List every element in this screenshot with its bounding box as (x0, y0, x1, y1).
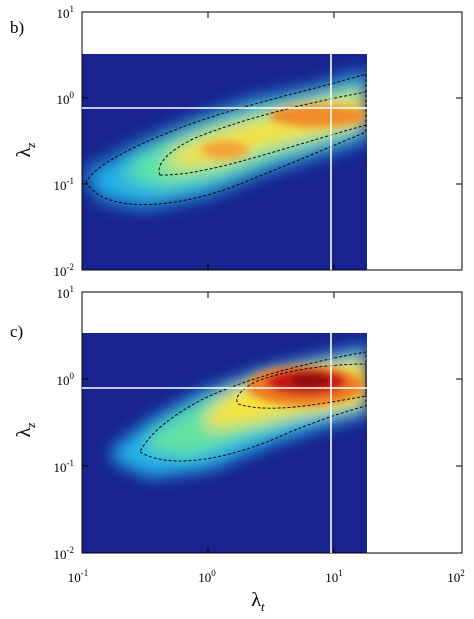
heatmap-b (82, 54, 367, 270)
panel-b: b) (10, 4, 463, 279)
contour-lines-b (85, 73, 367, 206)
heatmap-peak-core-c (290, 373, 330, 387)
y-tick-label-b-0: 10-2 (54, 262, 75, 279)
contour-inner-c (236, 363, 367, 409)
y-tick-labels-c: 10-2 10-1 100 101 (54, 284, 75, 562)
x-tick-label-c-1: 100 (198, 568, 216, 585)
x-ticks-b (207, 12, 335, 270)
y-axis-label-c: λz (13, 423, 38, 438)
x-ticks-c (207, 292, 335, 553)
y-tick-label-c-3: 101 (57, 284, 75, 301)
y-axis-label-b: λz (13, 143, 38, 158)
y-tick-label-b-2: 100 (57, 90, 75, 107)
panel-label-b: b) (10, 18, 24, 37)
x-tick-label-c-2: 101 (325, 568, 343, 585)
y-tick-label-c-0: 10-2 (54, 545, 75, 562)
panel-label-c: c) (10, 322, 23, 341)
contour-outer-c (139, 351, 367, 462)
contour-lines-c (139, 351, 367, 462)
heatmap-mid-orange-b (201, 141, 249, 159)
plot-frame-b (81, 11, 463, 271)
y-tick-label-c-1: 10-1 (54, 458, 75, 475)
y-ticks-c (82, 291, 462, 554)
y-tick-label-b-1: 10-1 (54, 176, 75, 193)
contour-outer-b (85, 73, 367, 206)
heatmap-peak-orange-b (270, 105, 366, 127)
panel-c: c) (10, 284, 465, 614)
y-tick-label-c-2: 100 (57, 371, 75, 388)
x-tick-label-c-0: 10-1 (68, 568, 89, 585)
plot-frame-c (81, 291, 463, 554)
x-tick-label-c-3: 102 (447, 568, 465, 585)
y-ticks-b (82, 11, 462, 271)
y-tick-labels-b: 10-2 10-1 100 101 (54, 4, 75, 279)
x-axis-label: λt (251, 589, 265, 614)
y-tick-label-b-3: 101 (57, 4, 75, 21)
x-tick-labels-c: 10-1 100 101 102 (68, 568, 465, 585)
contour-inner-b (158, 91, 367, 176)
heatmap-c (82, 333, 367, 553)
